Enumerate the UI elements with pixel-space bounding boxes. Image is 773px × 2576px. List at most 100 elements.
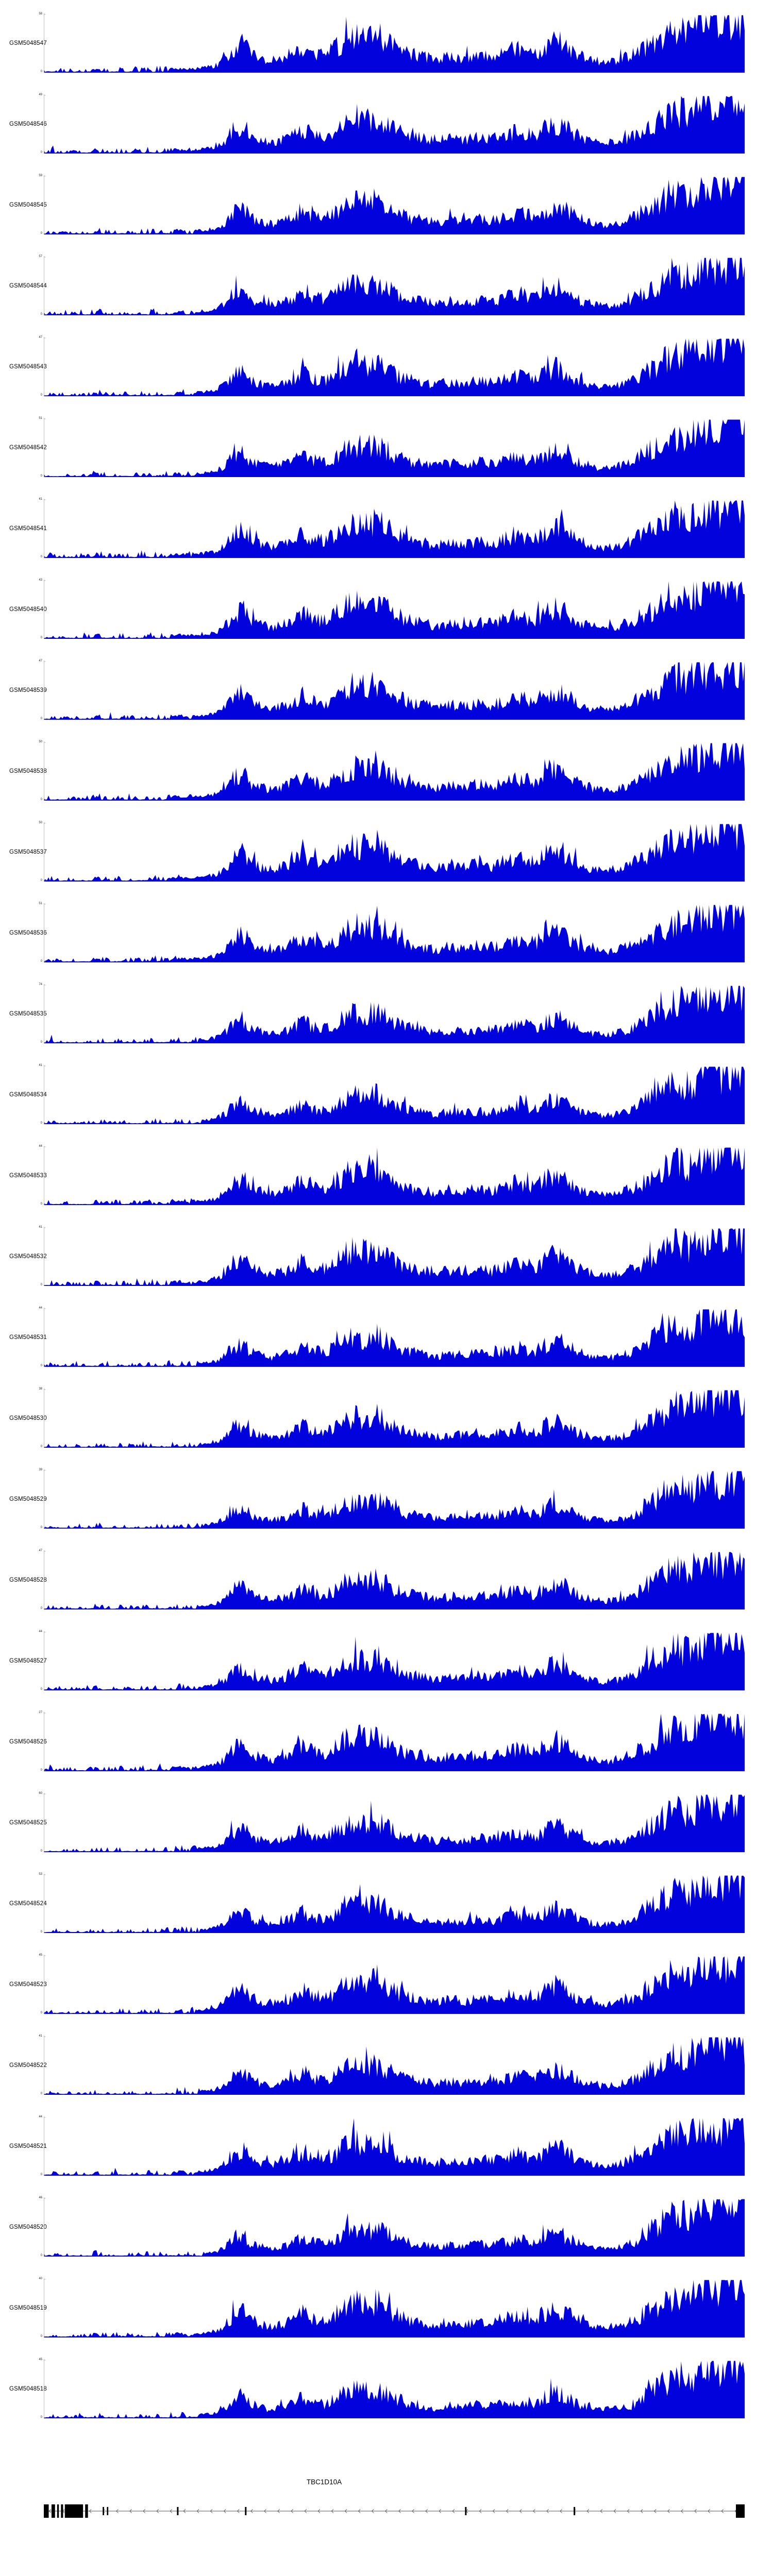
coverage-plot-area: 41 0 (39, 1226, 745, 1286)
y-axis-max-label: 49 (39, 93, 42, 96)
coverage-track-row: GSM5048527 44 0 (0, 1630, 773, 1712)
y-axis-max-label: 44 (39, 2115, 42, 2119)
coverage-plot-area: 41 0 (39, 498, 745, 558)
coverage-plot (44, 175, 745, 234)
y-axis-zero-label: 0 (40, 2011, 42, 2014)
track-label: GSM5048533 (9, 1172, 47, 1179)
y-axis-max-label: 58 (39, 12, 42, 15)
y-axis-zero-label: 0 (40, 798, 42, 801)
y-axis-max-label: 47 (39, 336, 42, 339)
track-label: GSM5048530 (9, 1415, 47, 1421)
coverage-plot-area: 46 0 (39, 2196, 745, 2257)
y-axis-max-label: 41 (39, 1064, 42, 1067)
coverage-plot-area: 47 0 (39, 336, 745, 397)
coverage-plot-area: 44 0 (39, 2115, 745, 2176)
coverage-plot (44, 984, 745, 1043)
y-axis-max-label: 39 (39, 1468, 42, 1471)
coverage-plot (44, 1469, 745, 1529)
track-label: GSM5048539 (9, 687, 47, 693)
gene-track: TBC1D10A (44, 2478, 745, 2528)
track-label: GSM5048531 (9, 1334, 47, 1341)
y-axis-zero-label: 0 (40, 1930, 42, 1934)
coverage-plot (44, 94, 745, 154)
y-axis-max-label: 45 (39, 1954, 42, 1957)
y-axis-zero-label: 0 (40, 232, 42, 235)
coverage-track-row: GSM5048529 39 0 (0, 1468, 773, 1550)
coverage-plot-area: 60 0 (39, 1792, 745, 1853)
coverage-plot-area: 49 0 (39, 93, 745, 154)
coverage-track-row: GSM5048534 41 0 (0, 1064, 773, 1146)
coverage-plot-area: 38 0 (39, 1387, 745, 1448)
coverage-track-row: GSM5048536 51 0 (0, 902, 773, 984)
coverage-track-row: GSM5048544 57 0 (0, 255, 773, 337)
coverage-plot-area: 58 0 (39, 12, 745, 73)
coverage-plot (44, 1631, 745, 1690)
coverage-plot-area: 44 0 (39, 1145, 745, 1206)
coverage-track-row: GSM5048543 47 0 (0, 336, 773, 418)
coverage-track-row: GSM5048531 44 0 (0, 1307, 773, 1388)
gene-model (44, 2504, 745, 2518)
y-axis-max-label: 40 (39, 2277, 42, 2280)
coverage-plot (44, 337, 745, 396)
coverage-plot (44, 903, 745, 962)
y-axis-zero-label: 0 (40, 2335, 42, 2338)
track-label: GSM5048535 (9, 1010, 47, 1017)
coverage-plot (44, 256, 745, 315)
track-label: GSM5048542 (9, 444, 47, 451)
coverage-track-row: GSM5048522 41 0 (0, 2035, 773, 2116)
y-axis-zero-label: 0 (40, 1202, 42, 1206)
coverage-plot-area: 53 0 (39, 1873, 745, 1934)
y-axis-zero-label: 0 (40, 1850, 42, 1853)
coverage-plot (44, 580, 745, 639)
coverage-plot (44, 741, 745, 801)
coverage-plot (44, 2278, 745, 2337)
coverage-track-row: GSM5048545 59 0 (0, 174, 773, 256)
coverage-plot-area: 47 0 (39, 1549, 745, 1610)
y-axis-zero-label: 0 (40, 636, 42, 639)
y-axis-max-label: 47 (39, 659, 42, 663)
track-label: GSM5048541 (9, 525, 47, 532)
coverage-plot-area: 50 0 (39, 821, 745, 882)
y-axis-max-label: 50 (39, 740, 42, 743)
coverage-plot (44, 13, 745, 73)
y-axis-zero-label: 0 (40, 2173, 42, 2176)
track-label: GSM5048521 (9, 2143, 47, 2149)
coverage-plot (44, 1388, 745, 1448)
track-label: GSM5048543 (9, 363, 47, 370)
y-axis-max-label: 44 (39, 1307, 42, 1310)
track-label: GSM5048546 (9, 121, 47, 127)
y-axis-zero-label: 0 (40, 394, 42, 397)
track-label: GSM5048527 (9, 1657, 47, 1664)
coverage-track-row: GSM5048521 44 0 (0, 2115, 773, 2197)
track-label: GSM5048524 (9, 1900, 47, 1907)
y-axis-zero-label: 0 (40, 1526, 42, 1529)
y-axis-max-label: 57 (39, 255, 42, 258)
y-axis-zero-label: 0 (40, 70, 42, 73)
coverage-track-row: GSM5048528 47 0 (0, 1549, 773, 1631)
coverage-plot-area: 59 0 (39, 174, 745, 235)
coverage-plot (44, 822, 745, 882)
coverage-plot-area: 50 0 (39, 740, 745, 801)
y-axis-max-label: 45 (39, 2358, 42, 2361)
y-axis-zero-label: 0 (40, 555, 42, 558)
track-label: GSM5048520 (9, 2224, 47, 2230)
track-label: GSM5048545 (9, 201, 47, 208)
y-axis-max-label: 50 (39, 821, 42, 824)
coverage-plot (44, 1065, 745, 1124)
y-axis-max-label: 46 (39, 2196, 42, 2199)
coverage-plot (44, 2036, 745, 2095)
coverage-track-row: GSM5048530 38 0 (0, 1387, 773, 1469)
track-label: GSM5048529 (9, 1496, 47, 1502)
coverage-track-row: GSM5048535 74 0 (0, 983, 773, 1065)
coverage-track-row: GSM5048519 40 0 (0, 2277, 773, 2359)
y-axis-zero-label: 0 (40, 2254, 42, 2257)
coverage-track-row: GSM5048518 45 0 (0, 2358, 773, 2440)
y-axis-zero-label: 0 (40, 1769, 42, 1772)
coverage-plot (44, 1793, 745, 1852)
y-axis-zero-label: 0 (40, 474, 42, 478)
y-axis-zero-label: 0 (40, 1122, 42, 1125)
coverage-plot (44, 1712, 745, 1771)
coverage-track-row: GSM5048524 53 0 (0, 1873, 773, 1955)
coverage-track-row: GSM5048538 50 0 (0, 740, 773, 822)
